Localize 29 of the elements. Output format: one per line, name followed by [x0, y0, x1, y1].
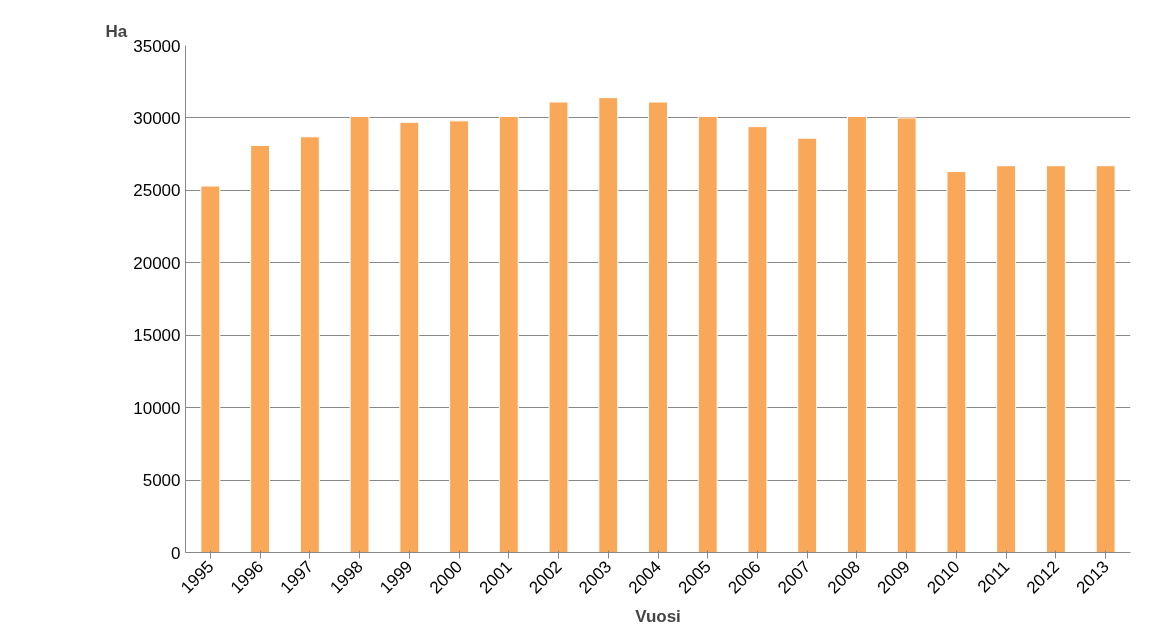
y-tick-label: 10000 — [133, 398, 181, 418]
y-tick-label: 35000 — [133, 36, 181, 56]
bar — [299, 136, 320, 553]
bar — [946, 171, 967, 553]
bar — [847, 115, 867, 553]
bar — [250, 144, 271, 553]
bar — [449, 120, 469, 553]
bar — [349, 115, 370, 553]
y-tick-label: 5000 — [142, 471, 181, 491]
x-axis-title: Vuosi — [635, 606, 681, 626]
y-tick-label: 30000 — [133, 108, 181, 128]
bar — [548, 101, 569, 553]
y-tick-label: 20000 — [133, 253, 181, 273]
bar — [797, 137, 818, 553]
bar — [896, 117, 917, 553]
y-tick-label: 25000 — [133, 181, 181, 201]
bar — [498, 115, 519, 553]
bar — [697, 115, 718, 553]
bar — [747, 126, 768, 553]
bar — [200, 185, 221, 553]
y-axis-title: Ha — [105, 21, 128, 41]
bar — [399, 121, 420, 553]
bar — [598, 97, 619, 553]
bar — [648, 101, 668, 553]
y-tick-label: 0 — [171, 543, 181, 563]
bar — [996, 165, 1017, 553]
y-tick-label: 15000 — [133, 326, 181, 346]
bar — [1045, 165, 1066, 553]
bar — [1095, 165, 1116, 553]
